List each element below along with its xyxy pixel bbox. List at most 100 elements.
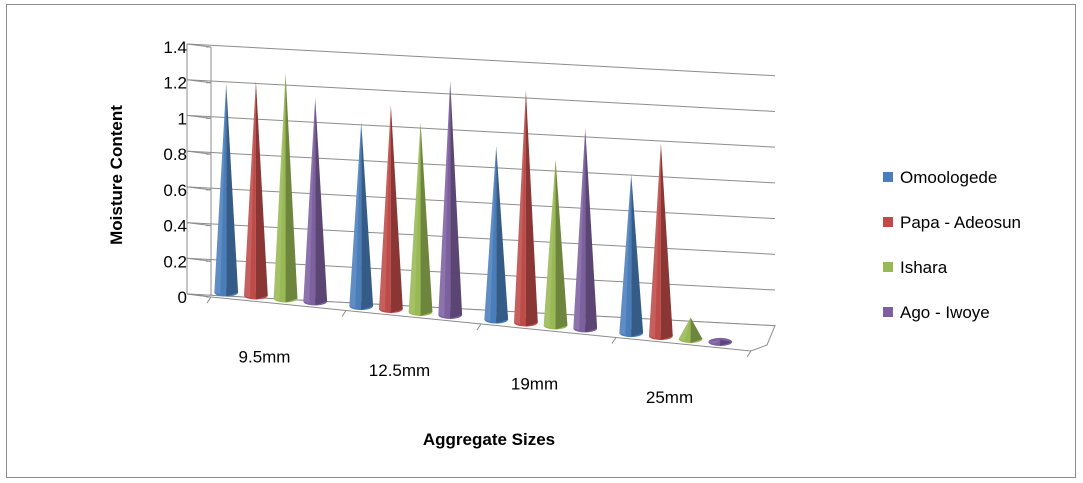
cone-shade [450,80,463,319]
x-tick-label: 12.5mm [369,361,430,380]
x-axis-ticks: 9.5mm 12.5mm 19mm 25mm [206,296,752,407]
y-axis-ticks: 0 0.2 0.4 0.6 0.8 1 1.2 1.4 [163,38,211,307]
legend-swatch [883,172,893,182]
cone-shade [525,90,538,327]
cone-face [255,81,268,300]
y-tick-label: 1.4 [163,38,187,57]
x-tick-label: 25mm [646,388,693,407]
cone-face [585,128,598,333]
cone-shade [555,159,568,330]
cone-face [514,90,526,327]
cone-face [484,146,497,324]
gridline [186,150,776,184]
cone-highlight [649,143,661,338]
legend-swatch [883,307,893,317]
cone-shade [720,340,733,346]
y-tick-label: 0.6 [163,181,187,200]
cone-highlight [379,105,391,311]
cone-highlight [438,80,451,317]
cone-face [226,83,239,297]
cone-face [408,122,421,316]
legend-swatch [883,262,893,272]
cone-face [631,174,644,338]
cone-shade [226,83,239,297]
cone-face [678,317,691,343]
y-tick-label: 1.2 [163,74,187,93]
cone-shade [690,317,703,343]
x-tick [476,323,482,331]
cone-face [690,317,703,343]
cone-face [649,143,661,340]
cone-face [660,143,673,340]
cone-highlight [349,122,362,309]
cone-face [303,97,316,306]
legend-label: Omoologede [900,168,997,187]
cone-shade [585,128,598,333]
legend-label: Ago - Iwoye [900,303,990,322]
y-tick-label: 0.4 [163,217,187,236]
gridline [186,186,776,220]
cone-highlight [484,146,497,322]
y-axis-title: Moisture Content [107,105,126,245]
cone-bar [649,143,673,340]
cone-shade [255,81,268,300]
x-tick [341,310,347,317]
x-tick [206,296,212,304]
chart-canvas: 0 0.2 0.4 0.6 0.8 1 1.2 1.4 9.5mm 12.5mm 19mm 25mm… [107,38,1021,449]
cone-highlight [408,122,421,314]
cone-bar [273,73,298,303]
plot-area [214,73,733,346]
x-tick-label: 19mm [511,374,558,393]
cone-bar [514,90,538,327]
cone-face [379,105,391,313]
x-tick [746,350,752,358]
cone-face [273,73,286,303]
cone-face [450,80,463,319]
cone-shade [361,122,374,311]
cone-face [361,122,374,311]
cone-face [438,80,451,319]
cone-bar [303,97,328,306]
cone-bar [408,122,433,316]
x-axis-title: Aggregate Sizes [423,430,555,449]
cone-face [543,159,556,330]
cone-face [285,73,298,303]
legend-label: Ishara [900,258,948,277]
cone-bar [438,80,463,319]
gridline [186,222,776,255]
legend: Omoologede Papa - Adeosun Ishara Ago - Iwoy… [883,168,1021,322]
cone-face [619,174,632,338]
cone-bar [244,81,268,300]
cone-shade [390,105,403,313]
cone-bar [484,146,509,324]
cone-face [496,146,509,324]
cone-bar [543,159,568,330]
cone-face [420,122,433,316]
gridline [186,79,776,112]
cone-highlight [678,317,691,341]
cone-bar [678,317,703,343]
gridline [186,114,776,148]
cone-bar [708,337,733,346]
cone-shade [660,143,673,340]
gridline [186,43,776,77]
cone-highlight [573,128,586,331]
cone-highlight [303,97,316,304]
cone-face [573,128,586,333]
y-tick-label: 0.8 [163,145,187,164]
y-tick-label: 0.2 [163,252,187,271]
cone-face [244,81,256,300]
cone-shade [420,122,433,316]
cone-bar [619,174,644,338]
cone-bar [573,128,598,333]
cone-face [720,340,733,346]
cone-highlight [543,159,556,328]
cone-highlight [273,73,286,301]
cone-shade [315,97,328,306]
legend-label: Papa - Adeosun [900,213,1021,232]
y-tick-label: 1 [178,109,187,128]
y-tick-label: 0 [178,288,187,307]
cone-face [349,122,362,311]
cone-highlight [619,174,632,336]
x-tick-label: 9.5mm [239,347,291,366]
